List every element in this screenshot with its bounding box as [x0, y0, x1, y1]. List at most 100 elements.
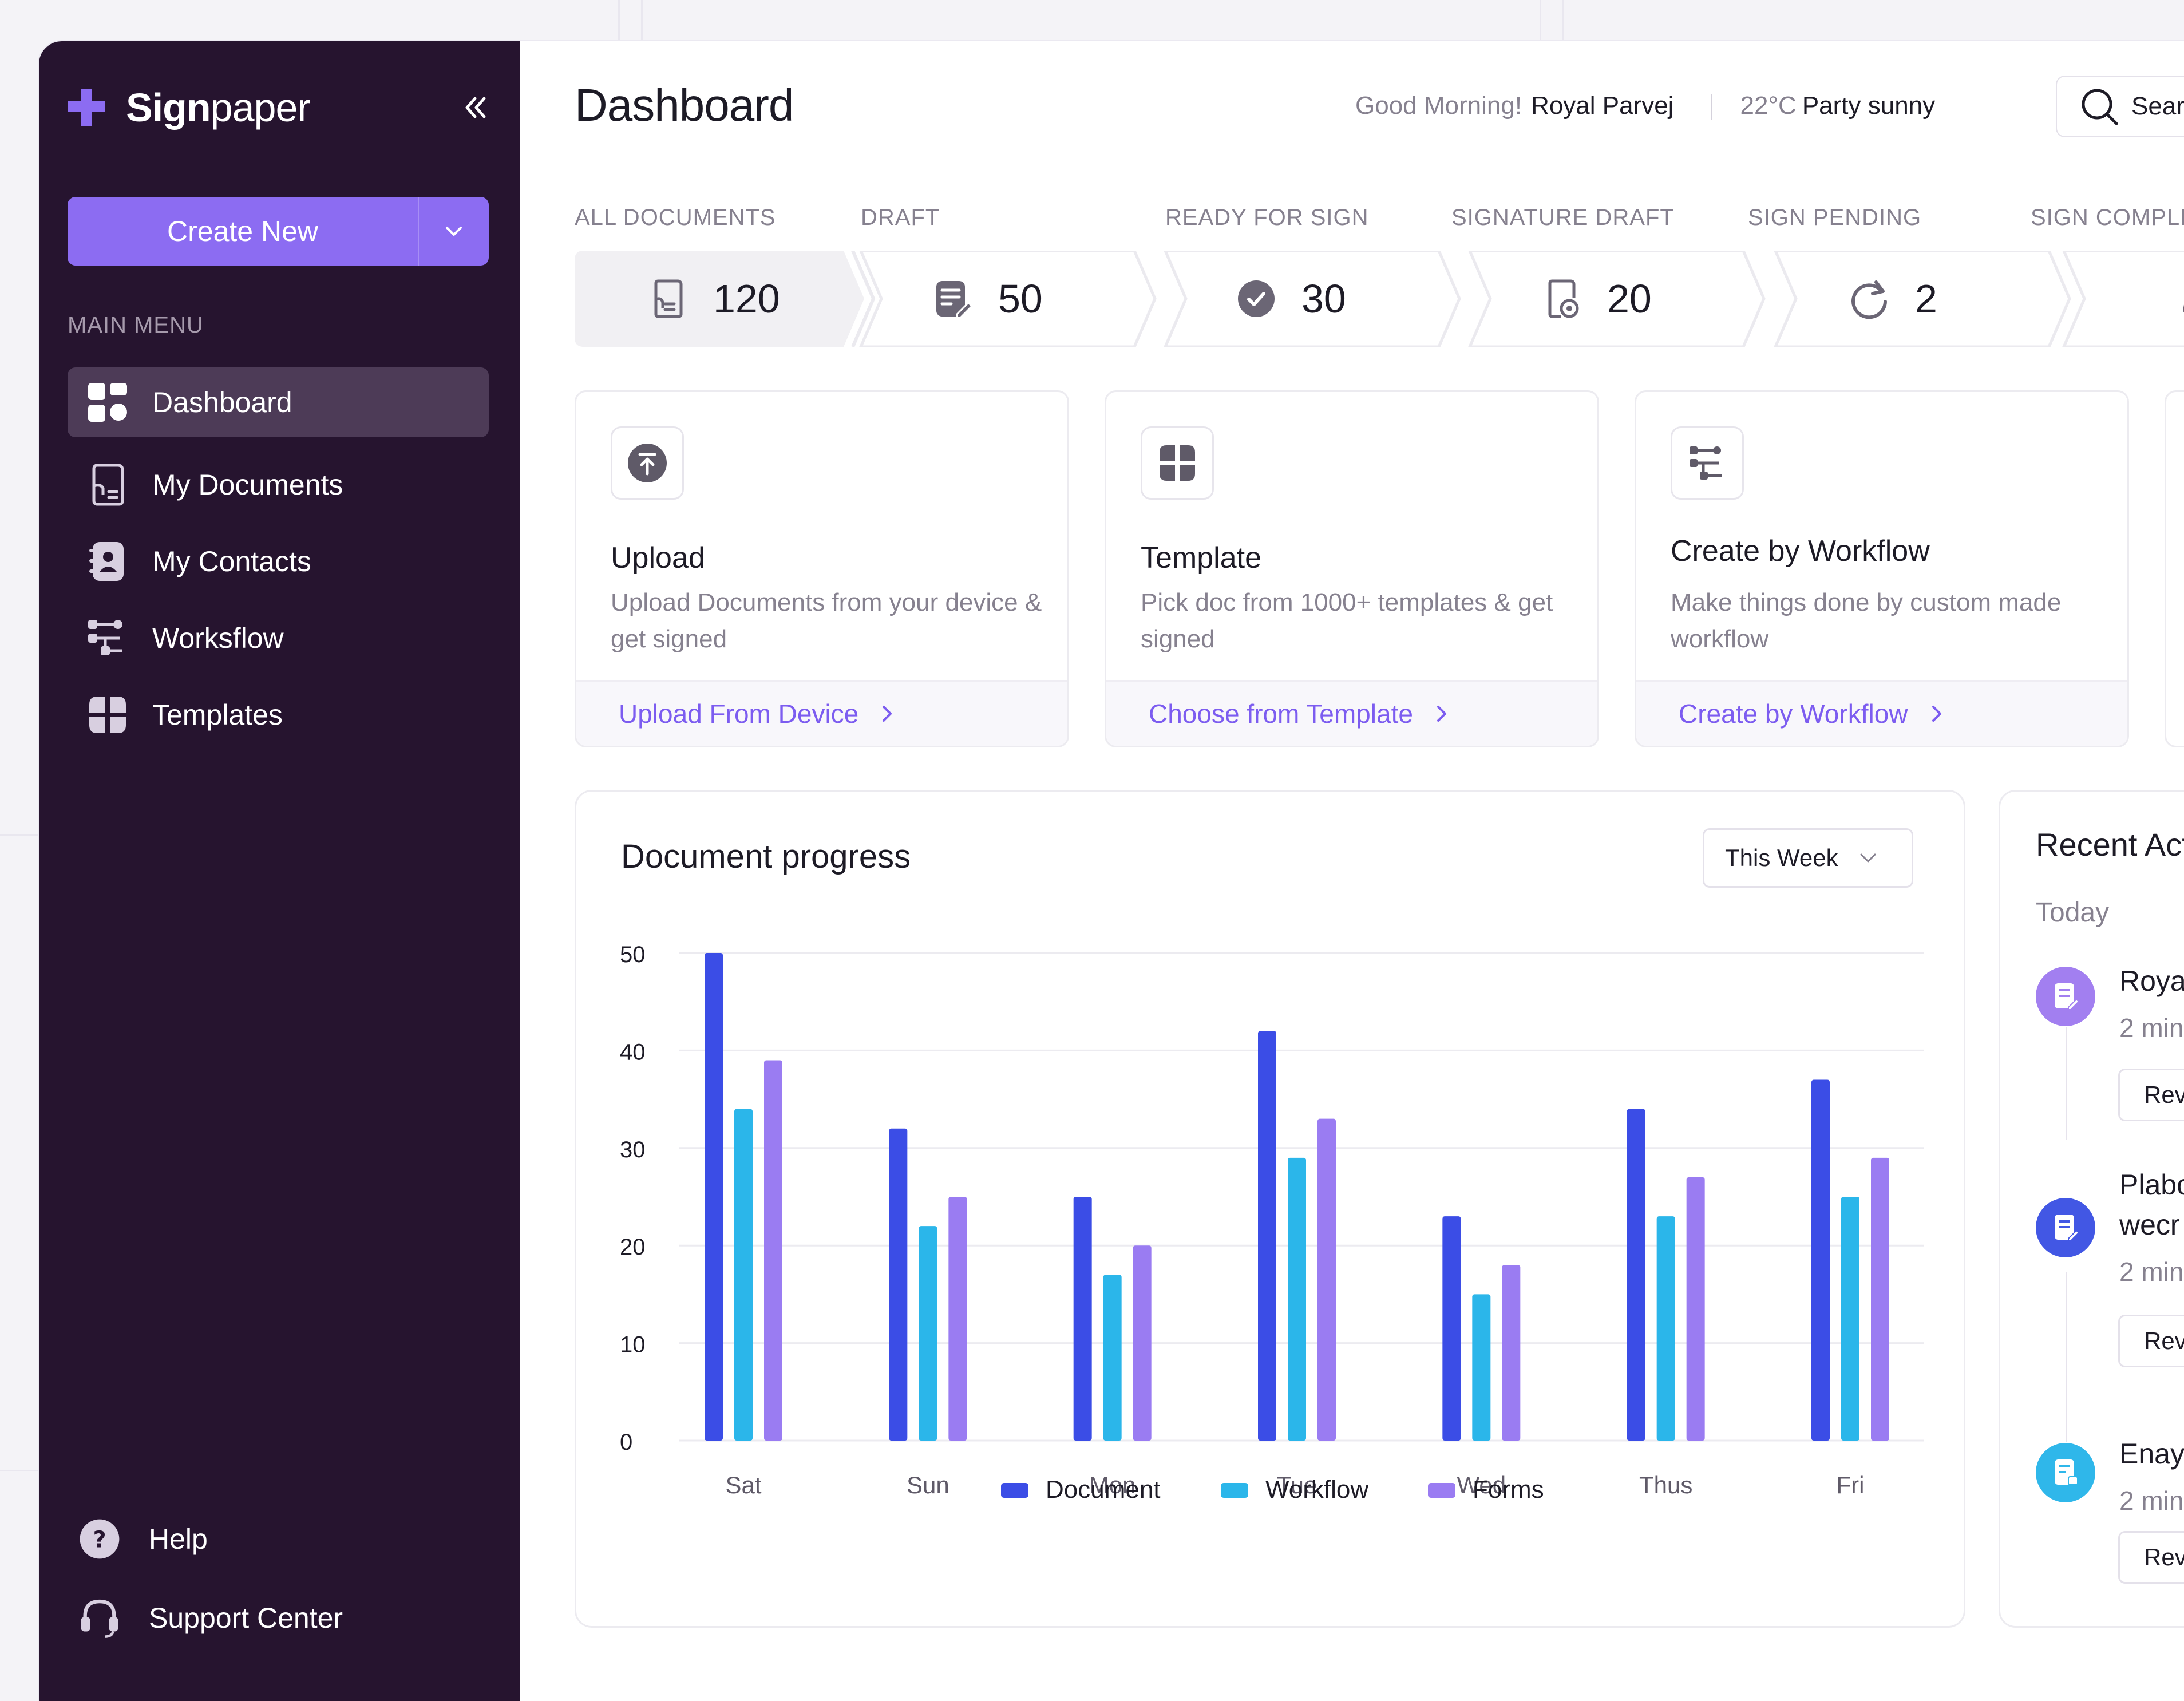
bar-document	[1627, 1109, 1645, 1441]
upload-from-device-link[interactable]: Upload From Device	[576, 680, 1067, 746]
background-line	[618, 0, 620, 41]
template-card: Template Pick doc from 1000+ templates &…	[1105, 390, 1599, 747]
search-placeholder: Search	[2131, 92, 2184, 120]
step-label: SIGNATURE DRAFT	[1451, 205, 1675, 230]
draft-icon	[936, 281, 973, 319]
review-button[interactable]: Review	[2118, 1531, 2184, 1584]
chevron-down-icon	[446, 227, 462, 236]
support-center-label: Support Center	[149, 1602, 343, 1634]
button-divider	[418, 197, 419, 266]
activity-detail: wecr	[2119, 1209, 2180, 1241]
sidebar-item-dashboard[interactable]: Dashboard	[68, 367, 489, 437]
additional-card-edge	[2165, 390, 2184, 747]
status-step-sign-pending[interactable]: 2	[1773, 251, 2094, 347]
legend-swatch	[1001, 1483, 1028, 1498]
status-step-ready-for-sign[interactable]: 30	[1163, 251, 1483, 347]
support-center-link[interactable]: Support Center	[76, 1592, 343, 1644]
bar-workflow	[1841, 1197, 1859, 1441]
weather-condition: Party sunny	[1802, 92, 1936, 120]
sidebar-item-my-contacts[interactable]: My Contacts	[68, 527, 489, 596]
document-progress-card: Document progress This Week 0 10 20 30 40 50 S…	[575, 790, 1965, 1628]
review-button[interactable]: Review	[2118, 1315, 2184, 1367]
header-divider	[1710, 94, 1712, 120]
card-description: Upload Documents from your device & get …	[611, 588, 1042, 653]
create-new-button[interactable]: Create New	[68, 197, 489, 266]
step-shape	[1468, 251, 1766, 347]
help-label: Help	[149, 1523, 208, 1555]
status-step-all-documents[interactable]: 120	[575, 251, 895, 347]
sidebar: Signpaper Create New MAIN MENU	[39, 41, 520, 1701]
period-select[interactable]: This Week	[1703, 828, 1913, 888]
sidebar-item-label: Dashboard	[152, 386, 292, 418]
step-count: 30	[1301, 276, 1346, 321]
step-count: 20	[1607, 276, 1652, 321]
background-line	[0, 1470, 39, 1471]
legend-label: Workflow	[1265, 1475, 1368, 1504]
greeting-bar: Good Morning! Royal Parvej 22°C Party sunny	[1355, 92, 1935, 120]
search-input[interactable]: Search	[2056, 76, 2184, 137]
y-tick-label: 20	[620, 1235, 646, 1260]
step-shape	[1774, 251, 2071, 347]
user-name: Royal Parvej	[1531, 92, 1674, 120]
create-new-dropdown[interactable]	[419, 197, 489, 266]
signature-icon	[2183, 304, 2184, 312]
chevron-right-icon	[883, 706, 892, 722]
review-button[interactable]: Review	[2118, 1069, 2184, 1121]
page-title: Dashboard	[575, 80, 794, 130]
create-by-workflow-link[interactable]: Create by Workflow	[1636, 680, 2127, 746]
workflow-icon	[1690, 446, 1722, 480]
bar-forms	[1502, 1265, 1521, 1441]
search-icon	[2082, 89, 2118, 125]
help-link[interactable]: ? Help	[76, 1513, 208, 1565]
recent-activity-panel: Recent Activity Today Royal 2 min Review…	[1999, 790, 2184, 1628]
step-label: SIGN PENDING	[1748, 205, 1922, 230]
legend-label: Forms	[1473, 1475, 1544, 1504]
x-tick-label: Mon	[1089, 1471, 1136, 1498]
sidebar-item-label: My Documents	[152, 469, 343, 501]
step-label: DRAFT	[861, 205, 940, 230]
sidebar-item-label: Templates	[152, 699, 283, 731]
activity-name: Plabon	[2119, 1169, 2184, 1201]
chevron-right-icon	[1932, 706, 1941, 722]
workflow-card: Create by Workflow Make things done by c…	[1635, 390, 2129, 747]
card-link-label: Upload From Device	[619, 699, 859, 729]
contacts-icon	[89, 542, 124, 581]
background-line	[641, 0, 643, 41]
upload-icon	[628, 444, 667, 482]
sidebar-item-my-documents[interactable]: My Documents	[68, 450, 489, 520]
bar-document	[1258, 1031, 1276, 1441]
all-documents-icon	[654, 279, 683, 318]
activity-name: Royal	[2119, 965, 2184, 997]
sidebar-item-templates[interactable]: Templates	[68, 680, 489, 750]
activity-time: 2 min	[2119, 1257, 2184, 1287]
status-step-sign-completed[interactable]	[2062, 251, 2184, 347]
templates-icon	[89, 697, 126, 733]
card-title: Template	[1141, 541, 1261, 575]
sidebar-item-label: My Contacts	[152, 545, 311, 577]
workflow-icon	[88, 620, 122, 655]
card-title: Upload	[611, 541, 705, 575]
activity-name: Enay	[2119, 1438, 2184, 1470]
status-step-draft[interactable]: 50	[858, 251, 1179, 347]
choose-from-template-link[interactable]: Choose from Template	[1106, 680, 1597, 746]
card-description: Make things done by custom made workflow	[1671, 588, 2062, 653]
chevron-right-icon	[1437, 706, 1446, 722]
background-line	[1540, 0, 1541, 41]
collapse-sidebar-button[interactable]	[456, 87, 497, 128]
bar-workflow	[919, 1226, 937, 1441]
status-step-signature-draft[interactable]: 20	[1467, 251, 1788, 347]
bar-workflow	[1288, 1157, 1306, 1441]
bar-workflow	[1103, 1275, 1122, 1441]
bar-forms	[1686, 1177, 1705, 1441]
signature-draft-icon	[1548, 279, 1579, 318]
bar-document	[1811, 1079, 1830, 1441]
step-count: 50	[998, 276, 1043, 321]
brand-logo[interactable]: Signpaper	[65, 84, 311, 132]
sidebar-item-workflow[interactable]: Worksflow	[68, 603, 489, 673]
x-tick-label: Sat	[725, 1471, 761, 1498]
recent-activity-title: Recent Activity	[2036, 826, 2184, 863]
bar-document	[889, 1128, 908, 1441]
document-edit-icon	[2055, 983, 2080, 1010]
legend-label: Document	[1046, 1475, 1161, 1504]
temperature: 22°C	[1740, 92, 1797, 120]
